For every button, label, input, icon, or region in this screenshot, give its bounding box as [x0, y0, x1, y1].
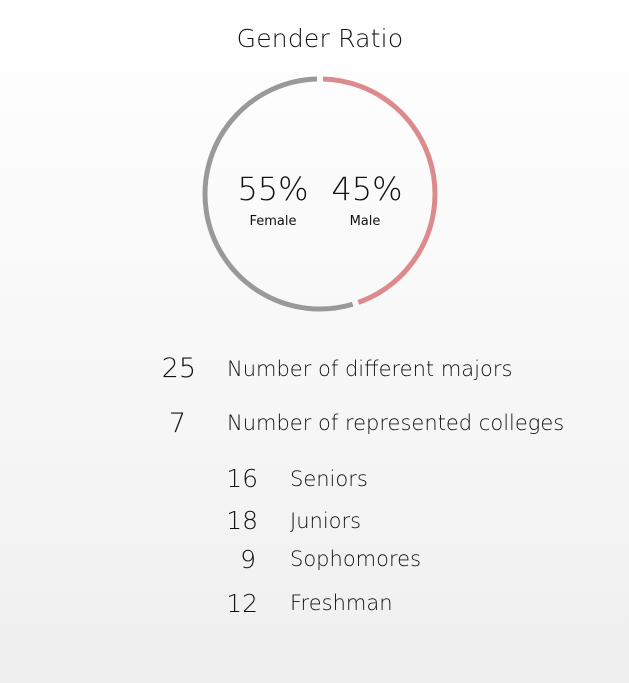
seniors-label: Seniors — [290, 467, 368, 491]
juniors-count: 18 — [226, 506, 258, 535]
female-percent: 55% — [237, 170, 309, 208]
freshman-label: Freshman — [290, 591, 393, 615]
male-arc — [322, 76, 438, 305]
gender-donut-chart — [202, 76, 438, 312]
sophomores-label: Sophomores — [290, 547, 422, 571]
male-label: Male — [349, 214, 381, 229]
chart-title: Gender Ratio — [236, 24, 404, 53]
seniors-count: 16 — [226, 464, 258, 493]
sophomores-count: 9 — [240, 545, 256, 574]
female-arc — [202, 76, 354, 312]
male-percent: 45% — [331, 170, 403, 208]
majors-count: 25 — [161, 353, 196, 384]
majors-label: Number of different majors — [227, 357, 513, 381]
donut-arcs — [202, 76, 438, 312]
juniors-label: Juniors — [290, 509, 362, 533]
freshman-count: 12 — [226, 589, 258, 618]
colleges-label: Number of represented colleges — [227, 411, 565, 435]
colleges-count: 7 — [168, 408, 186, 439]
female-label: Female — [249, 214, 297, 229]
